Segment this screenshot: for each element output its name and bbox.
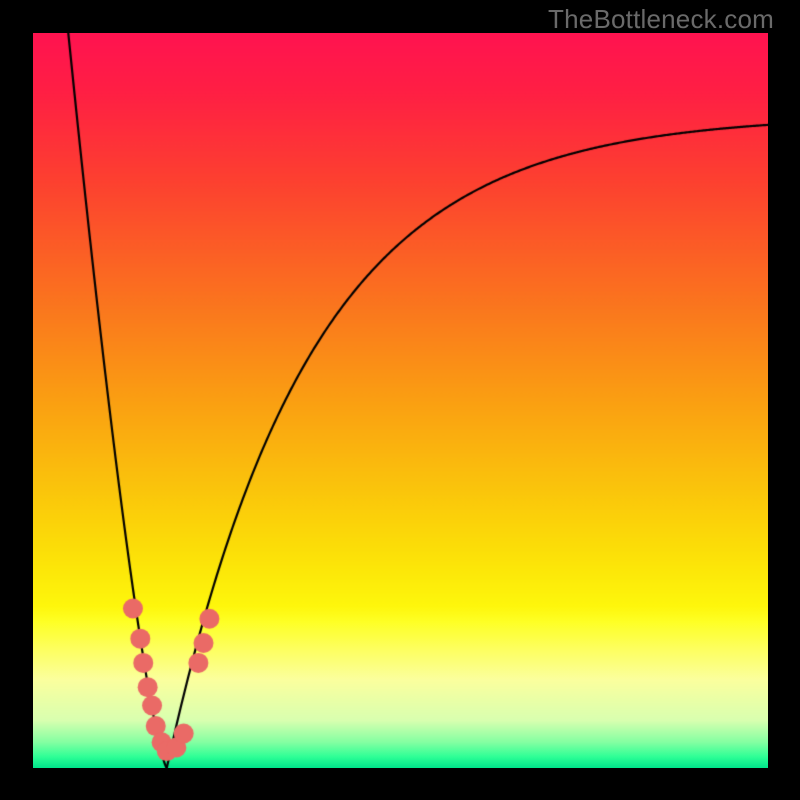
watermark-text: TheBottleneck.com (548, 4, 774, 35)
chart-stage: TheBottleneck.com (0, 0, 800, 800)
bottleneck-curve-layer (33, 33, 768, 768)
